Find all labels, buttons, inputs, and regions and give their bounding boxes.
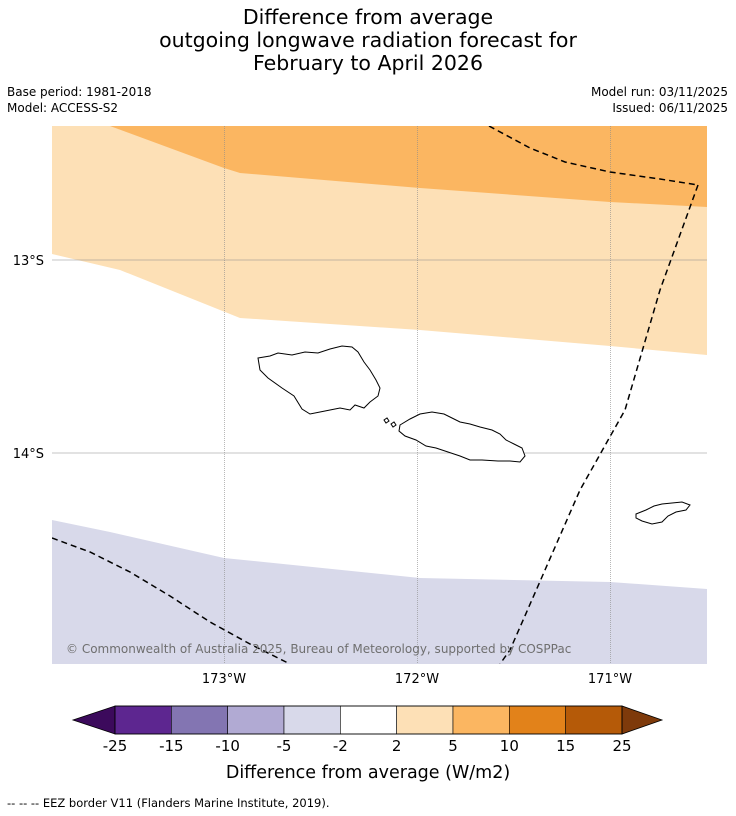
upolu-island xyxy=(398,411,526,463)
model-name: Model: ACCESS-S2 xyxy=(7,101,119,115)
lon-label-171w: 171°W xyxy=(588,672,632,687)
map-area: © Commonwealth of Australia 2025, Bureau… xyxy=(52,126,707,664)
colorbar-tick-label: -25 xyxy=(103,737,128,755)
colorbar-segment-4 xyxy=(340,705,397,735)
copyright-notice: © Commonwealth of Australia 2025, Bureau… xyxy=(66,642,571,656)
lon-label-172w: 172°W xyxy=(395,672,439,687)
lon-label-173w: 173°W xyxy=(202,672,246,687)
eez-border-east xyxy=(499,184,699,664)
base-period: Base period: 1981-2018 xyxy=(7,85,152,99)
colorbar-segment-2 xyxy=(227,705,285,735)
colorbar-tick-label: -15 xyxy=(159,737,184,755)
eez-border xyxy=(52,126,699,664)
lat-label-13s: 13°S xyxy=(13,254,44,269)
meta-left: Base period: 1981-2018 Model: ACCESS-S2 xyxy=(7,84,152,116)
apolima-islet xyxy=(390,421,397,428)
colorbar-tick-label: 10 xyxy=(500,737,519,755)
colorbar-tick-label: -10 xyxy=(215,737,240,755)
issued-date: Issued: 06/11/2025 xyxy=(612,101,728,115)
title-line-3: February to April 2026 xyxy=(253,51,483,75)
colorbar-segment-5 xyxy=(396,705,454,735)
colorbar-segments xyxy=(114,705,623,735)
colorbar-low-extension xyxy=(71,705,116,735)
land-outlines xyxy=(257,345,691,525)
tutuila-island xyxy=(635,501,691,525)
colorbar-tick-label: -2 xyxy=(333,737,348,755)
region-lavender xyxy=(52,520,707,664)
eez-border-southwest xyxy=(52,537,291,664)
savaii-island xyxy=(257,345,381,415)
colorbar-segment-7 xyxy=(509,705,566,735)
lat-label-14s: 14°S xyxy=(13,447,44,462)
longitude-labels: 173°W 172°W 171°W xyxy=(202,672,632,687)
colorbar-segment-6 xyxy=(452,705,510,735)
map-title: Difference from average outgoing longwav… xyxy=(0,6,736,75)
colorbar-tick-label: 15 xyxy=(556,737,575,755)
meta-right: Model run: 03/11/2025 Issued: 06/11/2025 xyxy=(591,84,728,116)
colorbar-segment-1 xyxy=(171,705,228,735)
colorbar-segment-0 xyxy=(114,705,172,735)
model-run: Model run: 03/11/2025 xyxy=(590,85,728,99)
colorbar-segment-3 xyxy=(283,705,341,735)
colorbar-frame xyxy=(114,705,623,735)
colorbar: -25 -15 -10 -5 -2 2 5 10 15 25 Difference from av… xyxy=(71,705,664,783)
graticule xyxy=(52,126,707,664)
manono-islet xyxy=(383,417,390,424)
latitude-labels: 13°S 14°S xyxy=(13,254,44,462)
colorbar-tick-label: -5 xyxy=(277,737,292,755)
title-line-1: Difference from average xyxy=(242,5,494,29)
colorbar-title: Difference from average (W/m2) xyxy=(226,763,510,783)
colorbar-high-extension xyxy=(621,705,664,735)
title-line-2: outgoing longwave radiation forecast for xyxy=(159,28,577,52)
colorbar-tick-label: 2 xyxy=(392,737,402,755)
eez-footnote: -- -- -- EEZ border V11 (Flanders Marine… xyxy=(7,796,330,810)
colorbar-tick-label: 5 xyxy=(448,737,458,755)
colorbar-ticks: -25 -15 -10 -5 -2 2 5 10 15 25 xyxy=(103,737,632,755)
region-orange xyxy=(110,126,707,207)
colorbar-segment-8 xyxy=(565,705,623,735)
colorbar-tick-label: 25 xyxy=(612,737,631,755)
